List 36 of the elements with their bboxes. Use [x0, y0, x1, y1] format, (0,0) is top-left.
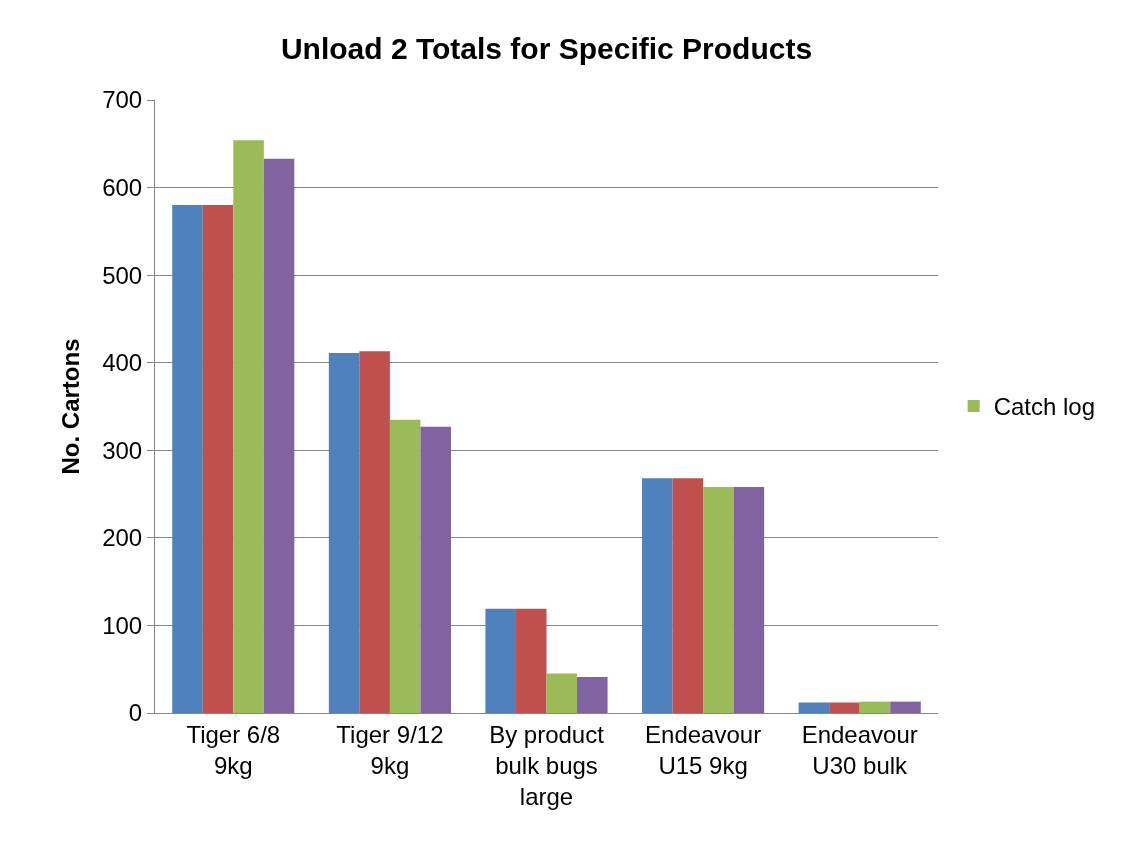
legend-label: Catch log: [993, 393, 1096, 421]
bar: [890, 701, 921, 713]
y-tick-label: 0: [128, 699, 143, 727]
y-tick-label: 700: [102, 86, 143, 114]
bar: [577, 677, 608, 713]
bar: [672, 478, 704, 713]
x-tick-label: Tiger 9/12 9kg: [336, 720, 444, 779]
bar: [546, 673, 578, 713]
y-tick-label: 400: [102, 349, 143, 377]
y-axis-title: No. Cartons: [57, 338, 85, 475]
bar: [859, 701, 891, 713]
bar: [420, 426, 451, 713]
chart-title: Unload 2 Totals for Specific Products: [280, 31, 813, 65]
x-tick-label: Endeavour U30 bulk: [801, 720, 918, 779]
x-tick-label: Endeavour U15 9kg: [645, 720, 762, 779]
bar: [359, 351, 390, 713]
y-tick-label: 200: [102, 524, 143, 552]
bar: [733, 487, 765, 713]
y-tick-label: 600: [102, 173, 143, 201]
bar: [328, 353, 360, 713]
bar: [485, 608, 516, 713]
y-tick-label: 100: [102, 611, 143, 639]
bar: [389, 419, 421, 713]
bar: [829, 702, 860, 713]
bar: [703, 487, 734, 713]
y-tick-label: 500: [102, 261, 143, 289]
x-tick-label: By product bulk bugs large: [489, 720, 605, 811]
bar: [798, 702, 830, 713]
bar: [233, 140, 264, 713]
bar: [515, 608, 547, 713]
y-tick-label: 300: [102, 436, 143, 464]
bar: [263, 158, 295, 713]
x-tick-label: Tiger 6/8 9kg: [186, 720, 281, 779]
bar: [642, 478, 673, 713]
bar: [172, 205, 203, 713]
bar: [202, 205, 234, 713]
